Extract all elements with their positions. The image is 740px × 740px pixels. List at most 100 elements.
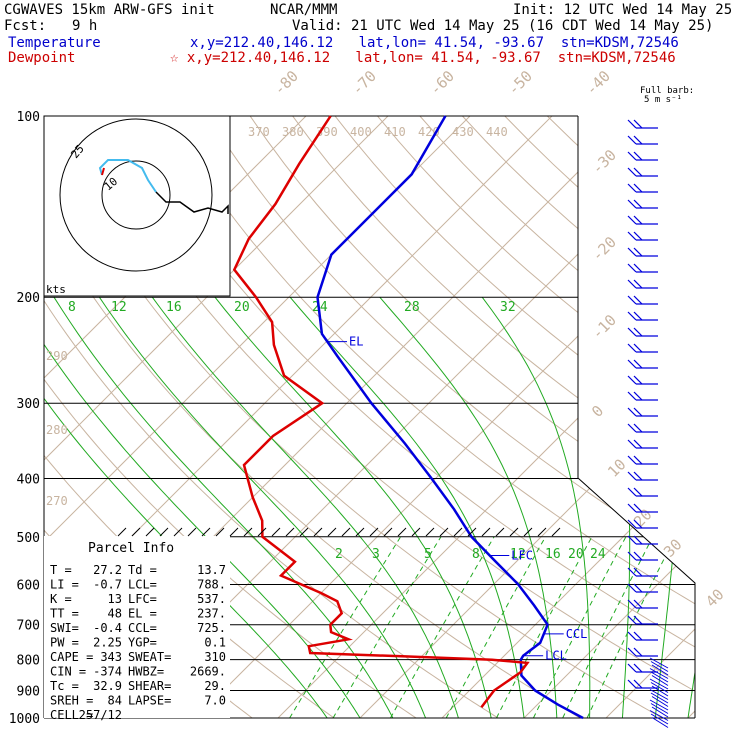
theta-label: 400 (350, 125, 372, 139)
wind-barb-flag (627, 455, 637, 465)
isotherm-label: -70 (348, 67, 380, 99)
wind-barb-flag (627, 327, 637, 337)
hatch-mark (355, 527, 365, 537)
parcel-info-key: EL = (128, 607, 157, 621)
wind-barb-flag (633, 487, 643, 497)
isotherm (195, 116, 695, 718)
parcel-info-background (44, 536, 230, 718)
moist-adiabat (687, 297, 695, 718)
wind-barb-flag (633, 311, 643, 321)
mixing-ratio-line (532, 536, 627, 718)
parcel-info-value: 48 (108, 607, 122, 621)
hatch-mark (411, 527, 421, 537)
wind-barb-flag (627, 679, 637, 689)
mixing-ratio-label: 20 (568, 547, 584, 562)
wind-barb-flag (633, 471, 643, 481)
pressure-tick-label: 900 (17, 684, 40, 699)
hatch-mark (425, 527, 435, 537)
wind-barb-flag (633, 583, 643, 593)
pressure-tick-label: 1000 (9, 712, 40, 727)
isotherm-label: 0 (588, 402, 607, 421)
wind-barb-flag (633, 519, 643, 529)
moist-adiabat (481, 296, 591, 718)
parcel-info-row: TT = 48 EL = 237. (50, 607, 226, 621)
wind-barb-flag (627, 359, 637, 369)
isotherm-label: -80 (270, 67, 302, 99)
mixing-ratio-line (496, 536, 593, 718)
hatch-mark (453, 527, 463, 537)
parcel-info-row: T = 27.2 Td = 13.7 (50, 563, 226, 577)
mixing-ratio-label: 24 (590, 547, 606, 562)
hatch-mark (369, 527, 379, 537)
temperature-profile (316, 115, 584, 720)
wind-barb-staff (651, 717, 669, 728)
wind-barbs (627, 119, 669, 728)
hatch-mark (243, 527, 253, 537)
wind-barb-flag (627, 599, 637, 609)
wind-barb-flag (627, 439, 637, 449)
parcel-info-row: K = 13 LFC= 537. (50, 592, 226, 606)
hatch-mark (159, 527, 169, 537)
parcel-info-row: CIN = -374 HWBZ= 2669. (50, 665, 226, 679)
wind-barb-flag (633, 407, 643, 417)
wind-barb-flag (633, 423, 643, 433)
wind-barb-flag (633, 343, 643, 353)
parcel-info-key: Td = (128, 563, 157, 577)
theta-label: 440 (486, 125, 508, 139)
wind-barb-flag (633, 663, 643, 673)
parcel-info-value: 84 (108, 694, 122, 708)
hatch-mark (145, 527, 155, 537)
hatch-mark (299, 527, 309, 537)
lcl-label: LCL (545, 649, 567, 663)
parcel-info-key: LFC= (128, 592, 157, 606)
isotherm (359, 116, 695, 718)
hatch-mark (229, 527, 239, 537)
wind-barb-flag (627, 519, 637, 529)
isotherm (523, 116, 695, 718)
dewpoint-profile (232, 115, 530, 709)
wind-barb-flag (633, 439, 643, 449)
wind-barb-flag (627, 583, 637, 593)
dry-adiabat (504, 116, 695, 718)
parcel-info-key: YGP= (128, 636, 157, 650)
isotherm (605, 116, 695, 718)
wind-barb-flag (633, 599, 643, 609)
dry-adiabat (292, 116, 695, 718)
parcel-info-key: SWEAT= (128, 650, 171, 664)
wind-barb-flag (627, 551, 637, 561)
ccl-label: CCL (566, 627, 588, 641)
dry-adiabat (79, 116, 695, 718)
moist-adiabat-label: 20 (234, 300, 250, 315)
wind-barb-flag (627, 647, 637, 657)
parcel-info-value: 537. (197, 592, 226, 606)
forecast-label: Fcst: (4, 18, 47, 34)
wind-barb-flag (627, 183, 637, 193)
parcel-info-value: 725. (197, 621, 226, 635)
parcel-info-value: 13 (108, 592, 122, 606)
parcel-info-key: SREH = (50, 694, 93, 708)
hodograph-ring-outer (59, 118, 213, 272)
mixing-ratio-line (562, 536, 654, 718)
parcel-info-value: -0.7 (93, 578, 122, 592)
wind-barb-flag (633, 615, 643, 625)
wind-barb-flag (627, 663, 637, 673)
wind-barb-staff (649, 689, 669, 700)
parcel-info-value: 27.2 (93, 563, 122, 577)
dry-adiabat (44, 116, 581, 718)
wind-barb-flag (633, 647, 643, 657)
parcel-info-row: CELL =257/12 (50, 708, 122, 722)
wind-barb-flag (627, 135, 637, 145)
wind-barb-staff (649, 699, 669, 711)
dry-adiabat (631, 116, 695, 718)
hatch-mark (313, 527, 323, 537)
dry-adiabat (334, 116, 695, 718)
wind-barb-flag (627, 631, 637, 641)
wind-barb-staff (649, 657, 669, 669)
dewpoint-legend: Dewpoint (8, 50, 76, 66)
pressure-tick-label: 400 (17, 472, 40, 487)
wind-barb-flag (633, 455, 643, 465)
hatch-mark (397, 527, 407, 537)
wind-barb-staff (651, 675, 669, 686)
parcel-info-row: LI = -0.7 LCL= 788. (50, 578, 226, 592)
